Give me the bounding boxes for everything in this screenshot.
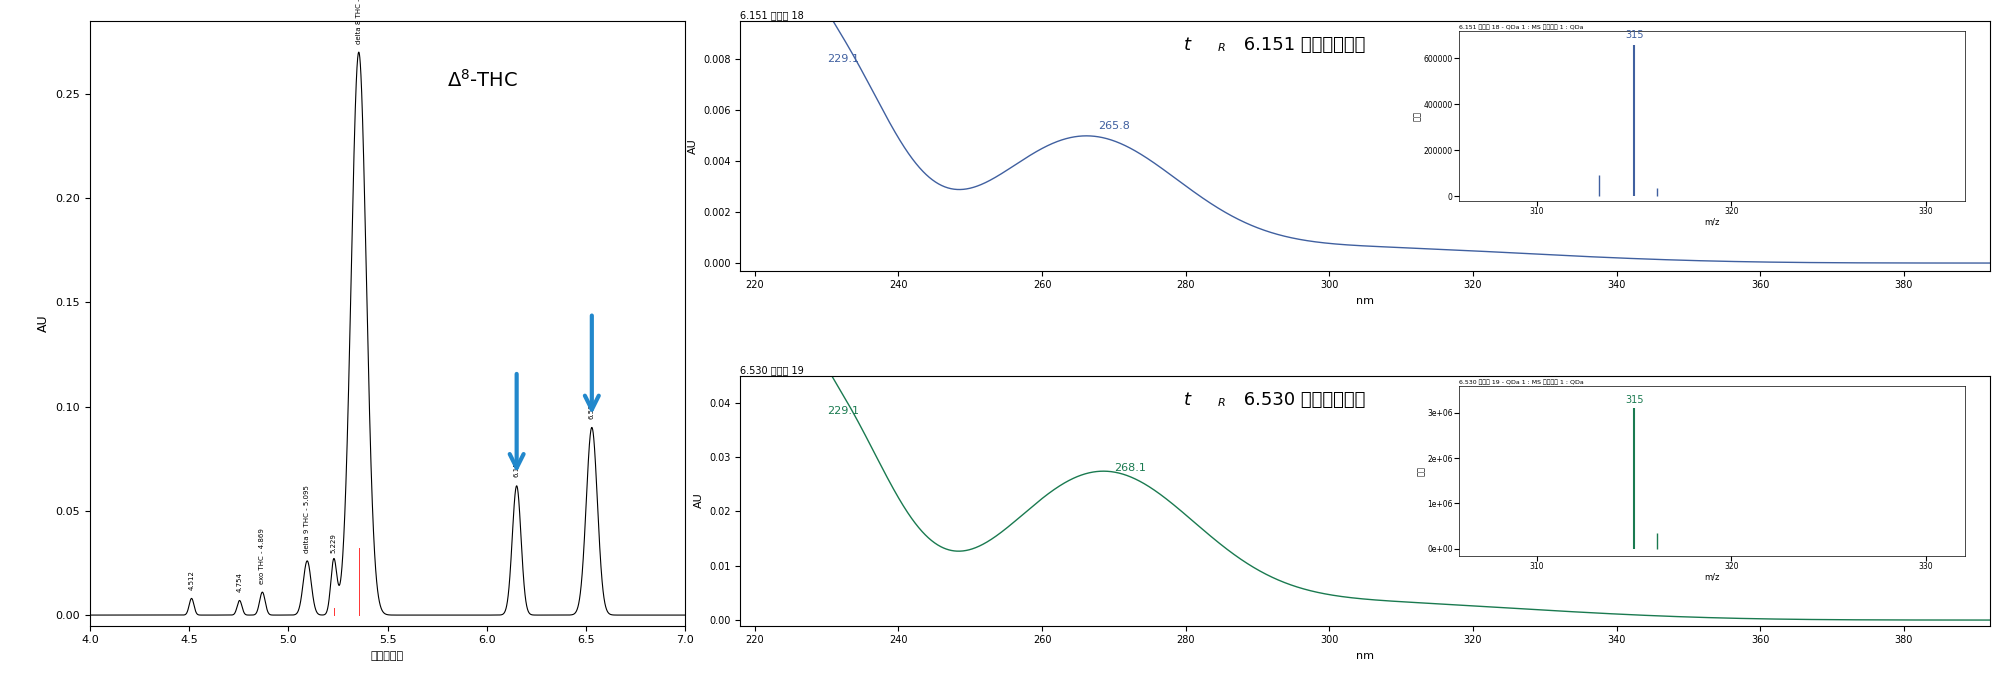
Text: t: t — [1184, 391, 1192, 409]
X-axis label: nm: nm — [1356, 651, 1374, 661]
Text: delta 8 THC - 5.35: delta 8 THC - 5.35 — [356, 0, 362, 44]
Y-axis label: AU: AU — [688, 138, 698, 154]
Text: 6.530 ピーク 19: 6.530 ピーク 19 — [740, 365, 804, 375]
Text: 229.1: 229.1 — [828, 405, 860, 416]
Text: R: R — [1218, 398, 1226, 408]
Text: R: R — [1218, 43, 1226, 54]
Text: 4.512: 4.512 — [188, 570, 194, 590]
Text: 6.151: 6.151 — [514, 457, 520, 477]
Y-axis label: AU: AU — [694, 493, 704, 509]
Y-axis label: AU: AU — [36, 314, 50, 332]
Text: 4.754: 4.754 — [236, 572, 242, 592]
Text: delta 9 THC - 5.095: delta 9 THC - 5.095 — [304, 484, 310, 553]
Text: 6.530 分の未知成分: 6.530 分の未知成分 — [1238, 391, 1366, 409]
Text: 229.1: 229.1 — [828, 54, 860, 64]
X-axis label: nm: nm — [1356, 296, 1374, 306]
Text: t: t — [1184, 36, 1192, 54]
Text: exo THC - 4.869: exo THC - 4.869 — [260, 528, 266, 584]
Text: 6.530: 6.530 — [588, 399, 594, 419]
Text: 265.8: 265.8 — [1098, 121, 1130, 131]
Text: 6.151 分の未知成分: 6.151 分の未知成分 — [1238, 36, 1366, 54]
Text: $\Delta^8$-THC: $\Delta^8$-THC — [448, 70, 518, 91]
Text: 6.151 ピーク 18: 6.151 ピーク 18 — [740, 10, 804, 20]
Text: 5.229: 5.229 — [330, 532, 336, 553]
X-axis label: 時間（分）: 時間（分） — [370, 651, 404, 661]
Text: 268.1: 268.1 — [1114, 463, 1146, 473]
